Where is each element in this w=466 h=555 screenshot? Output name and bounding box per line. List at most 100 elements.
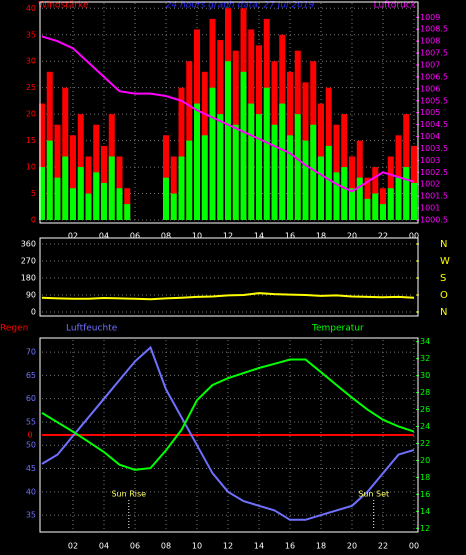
wind-bar <box>325 145 332 220</box>
wind-bar <box>333 172 340 220</box>
wind-bar <box>170 156 177 220</box>
y-tick-label: 270 <box>21 257 36 266</box>
panel-border <box>39 337 419 533</box>
y2-tick-label: 24 <box>420 422 430 431</box>
wind-bar <box>395 177 402 220</box>
x-tick-label: 06 <box>130 232 140 241</box>
y2-tick-label: 1004.5 <box>420 120 448 129</box>
x-tick-label: 12 <box>223 232 233 241</box>
x-tick-label: 08 <box>161 232 171 241</box>
x-tick-label: 12 <box>223 542 233 551</box>
series-line <box>41 345 415 521</box>
y2-tick-label: 1005.5 <box>420 96 448 105</box>
annotation: Sun Set <box>358 490 389 499</box>
wind-bar <box>85 156 92 220</box>
wind-bar <box>101 182 107 220</box>
x-tick-label: 16 <box>285 542 295 551</box>
wind-bar <box>70 188 76 220</box>
x-tick-label: 22 <box>378 232 388 241</box>
y2-tick-label: S <box>440 273 446 284</box>
y2-tick-label: 1002.5 <box>420 168 448 177</box>
y-tick-label: 70 <box>26 348 36 357</box>
y-tick-label: 45 <box>26 464 36 473</box>
wind-bar <box>310 124 317 220</box>
wind-bar <box>93 172 100 220</box>
wind-bar <box>62 156 69 220</box>
wind-bar <box>225 61 231 220</box>
chart-title: 24 hours graph data, 27 Jul 2019 <box>166 1 315 11</box>
x-tick-label: 20 <box>347 542 357 551</box>
wind-bar <box>209 87 216 221</box>
wind-bar <box>341 167 348 220</box>
wind-bar <box>294 114 301 220</box>
wind-bar <box>46 140 53 220</box>
wind-bar <box>39 103 45 220</box>
y2-tick-label: 30 <box>420 371 430 380</box>
x-tick-label: 02 <box>68 542 78 551</box>
wind-bar <box>271 124 278 220</box>
wind-label: Windstärke <box>38 1 89 11</box>
x-tick-label: 10 <box>192 542 202 551</box>
x-tick-label: 16 <box>285 232 295 241</box>
y2-tick-label: 1006.5 <box>420 72 448 81</box>
x-tick-label: 02 <box>68 232 78 241</box>
wind-bar <box>163 177 169 220</box>
y-tick-label: 5 <box>31 189 36 198</box>
y-tick-label: 180 <box>21 274 36 283</box>
wind-bar <box>403 167 410 220</box>
y2-tick-label: 28 <box>420 388 430 397</box>
x-tick-label: 04 <box>99 542 109 551</box>
rain-label: Regen <box>0 324 28 334</box>
y-tick-label: 360 <box>21 240 36 249</box>
y2-tick-label: 1006 <box>420 84 440 93</box>
wind-bar <box>364 198 371 220</box>
wind-bar <box>170 193 177 220</box>
series-line <box>41 292 415 301</box>
wind-bar <box>263 87 270 221</box>
wind-bar <box>356 177 363 220</box>
humidity-label: Luftfeuchte <box>66 324 118 334</box>
y-tick-label: 40 <box>26 4 36 13</box>
y-tick-label: 35 <box>26 511 36 520</box>
x-tick-label: 08 <box>161 542 171 551</box>
y-tick-label: 0 <box>31 308 36 317</box>
x-tick-label: 22 <box>378 542 388 551</box>
y-tick-label: 65 <box>26 371 36 380</box>
y2-tick-label: 1000.5 <box>420 216 448 225</box>
y2-tick-label: N <box>440 307 447 318</box>
y-tick-label: 25 <box>26 83 36 92</box>
y2-tick-label: 1008.5 <box>420 25 448 34</box>
series-line <box>41 358 415 471</box>
wind-bar <box>54 124 61 220</box>
wind-bar <box>124 204 131 220</box>
wind-bar <box>39 167 45 220</box>
x-tick-label: 14 <box>254 232 264 241</box>
wind-bar <box>372 193 379 220</box>
wind-bar <box>93 124 100 220</box>
series-line <box>41 35 415 193</box>
wind-bar <box>287 135 293 220</box>
y2-tick-label: 1007 <box>420 61 440 70</box>
wind-bar <box>411 182 417 220</box>
wind-bar <box>333 124 340 220</box>
x-tick-label: 20 <box>347 232 357 241</box>
y-tick-label: 30 <box>26 57 36 66</box>
wind-bar <box>349 188 355 220</box>
y-tick-label: 20 <box>26 110 36 119</box>
y-tick-label: 40 <box>26 487 36 496</box>
wind-bar <box>248 103 255 220</box>
y2-tick-label: W <box>440 256 450 267</box>
y2-tick-label: 16 <box>420 490 430 499</box>
y2-tick-label: O <box>440 290 448 301</box>
y-tick-label: 90 <box>26 291 36 300</box>
y-tick-label: 0 <box>31 216 36 225</box>
y2-tick-label: 1003.5 <box>420 144 448 153</box>
wind-bar <box>256 114 262 220</box>
y2-tick-label: 20 <box>420 456 430 465</box>
y2-tick-label: 1009 <box>420 13 440 22</box>
wind-bar <box>380 204 386 220</box>
y2-tick-label: 1001.5 <box>420 192 448 201</box>
annotation: Sun Rise <box>111 490 146 499</box>
y2-tick-label: N <box>440 239 447 250</box>
wind-bar <box>279 103 286 220</box>
